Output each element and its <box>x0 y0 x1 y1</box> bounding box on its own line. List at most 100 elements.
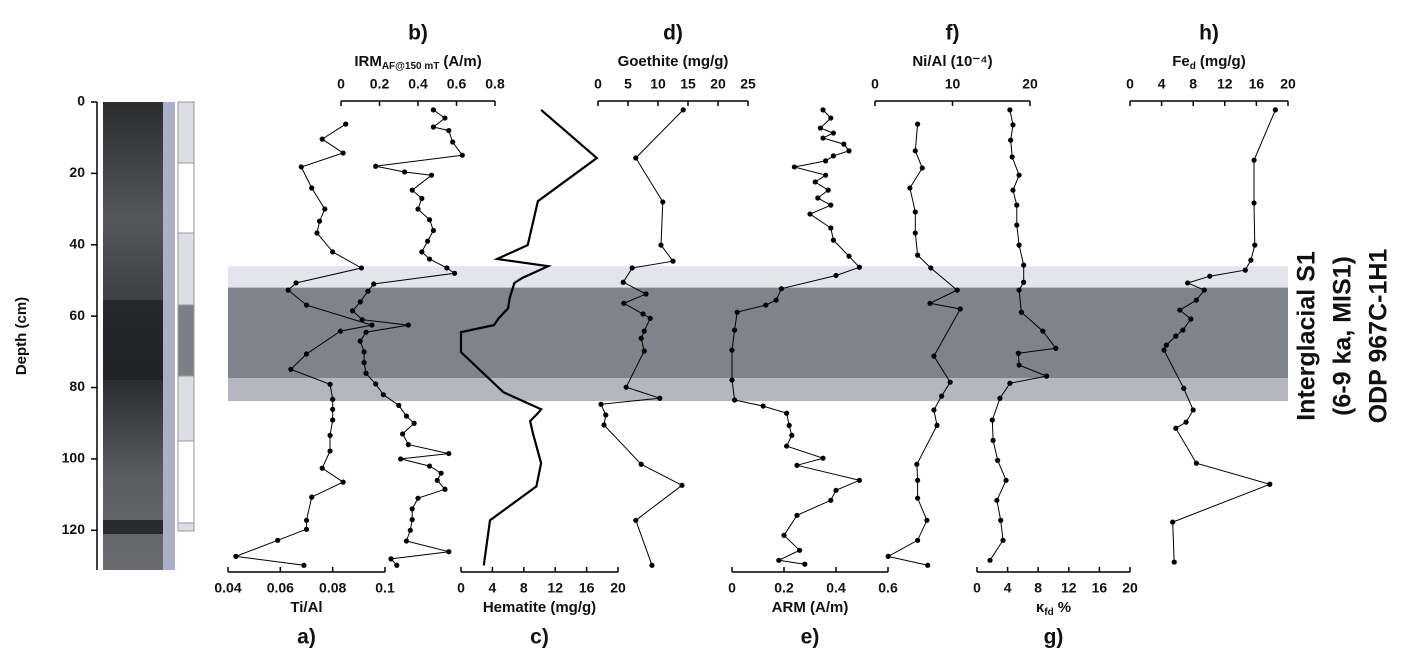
data-point <box>327 448 333 454</box>
data-point <box>1003 477 1009 483</box>
x-tick-label: 0 <box>728 580 736 596</box>
data-point <box>1201 287 1207 293</box>
data-point <box>990 437 996 443</box>
data-point <box>327 432 333 438</box>
data-point <box>823 158 829 164</box>
data-point <box>931 353 937 359</box>
data-point <box>830 153 837 159</box>
x-tick-label: 0.06 <box>267 580 294 596</box>
x-tick-label: 0.2 <box>370 76 390 92</box>
data-point <box>927 300 933 306</box>
data-point <box>359 317 365 323</box>
data-point <box>327 381 333 387</box>
data-point <box>1252 242 1258 248</box>
data-point <box>401 169 408 175</box>
data-point <box>1007 107 1013 113</box>
x-tick-label: 5 <box>624 76 632 92</box>
x-tick-label: 0.4 <box>408 76 428 92</box>
data-point <box>641 348 647 354</box>
x-tick-label: 0 <box>337 76 345 92</box>
highlight-band <box>228 266 1288 288</box>
y-tick-label: 20 <box>69 164 85 180</box>
x-tick-label: 20 <box>1022 76 1038 92</box>
x-tick-label: 12 <box>1061 580 1077 596</box>
x-tick-label: 20 <box>1122 580 1138 596</box>
x-tick-label: 16 <box>579 580 595 596</box>
data-point <box>409 506 415 512</box>
data-point <box>994 497 1000 503</box>
data-point <box>394 562 400 568</box>
data-point <box>734 309 740 315</box>
data-point <box>947 379 953 385</box>
data-point <box>340 479 346 485</box>
data-point <box>915 121 921 127</box>
x-tick-label: 0.4 <box>826 580 846 596</box>
data-point <box>430 107 436 113</box>
data-point <box>912 148 918 154</box>
data-point <box>233 553 239 559</box>
y-tick-label: 40 <box>69 235 85 251</box>
data-point <box>1180 327 1186 333</box>
data-point <box>833 487 839 493</box>
x-tick-label: 12 <box>1217 76 1233 92</box>
data-point <box>1053 345 1059 351</box>
data-point <box>442 486 448 492</box>
data-point <box>856 264 863 270</box>
annotation: ODP 967C-1H1 <box>1365 249 1393 424</box>
data-point <box>817 125 824 131</box>
data-point <box>828 202 834 208</box>
data-point <box>934 422 940 428</box>
data-point <box>446 450 452 457</box>
data-point <box>343 121 349 127</box>
data-point <box>912 230 918 236</box>
data-point <box>807 211 813 217</box>
data-point <box>398 456 404 462</box>
data-point <box>1040 328 1046 334</box>
x-tick-label: 4 <box>489 580 497 596</box>
y-tick-label: 80 <box>69 378 85 394</box>
panel-label: g) <box>1044 626 1064 649</box>
data-point <box>1007 380 1013 386</box>
data-point <box>794 512 800 518</box>
panel-label: d) <box>663 22 683 45</box>
data-point <box>415 495 421 501</box>
data-point <box>815 195 821 201</box>
data-point <box>784 410 790 416</box>
x-tick-label: 25 <box>740 76 756 92</box>
x-tick-label: 20 <box>610 580 626 596</box>
x-tick-label: 4 <box>1004 580 1012 596</box>
data-point <box>1010 122 1016 128</box>
data-point <box>620 279 626 285</box>
y-tick-label: 100 <box>62 450 86 466</box>
annotation: Interglacial S1 <box>1293 251 1321 421</box>
x-tick-label: 8 <box>520 580 528 596</box>
data-point <box>997 395 1003 401</box>
data-point <box>438 470 444 476</box>
data-point <box>680 107 686 113</box>
data-point <box>426 256 433 262</box>
x-axis-label: κfd% <box>1036 599 1071 618</box>
panel-label: c) <box>530 626 549 649</box>
data-point <box>400 431 406 437</box>
data-point <box>732 397 738 403</box>
x-tick-label: 0.1 <box>375 580 395 596</box>
data-point <box>363 329 369 335</box>
data-point <box>1014 222 1020 228</box>
data-point <box>1021 262 1027 268</box>
x-tick-label: 0.6 <box>878 580 898 596</box>
data-point <box>407 527 413 533</box>
data-point <box>319 465 325 471</box>
x-axis-label: IRMAF@150 mT (A/m) <box>354 53 481 72</box>
data-point <box>791 164 798 170</box>
data-point <box>773 297 779 303</box>
data-point <box>1000 537 1006 543</box>
data-point <box>371 281 377 287</box>
data-point <box>451 270 458 276</box>
data-point <box>1183 419 1189 425</box>
data-point <box>907 185 913 191</box>
data-point <box>373 381 379 387</box>
x-tick-label: 0 <box>871 76 879 92</box>
label-unit: (A/m) <box>443 53 481 70</box>
data-point <box>319 136 325 142</box>
data-point <box>633 155 639 161</box>
